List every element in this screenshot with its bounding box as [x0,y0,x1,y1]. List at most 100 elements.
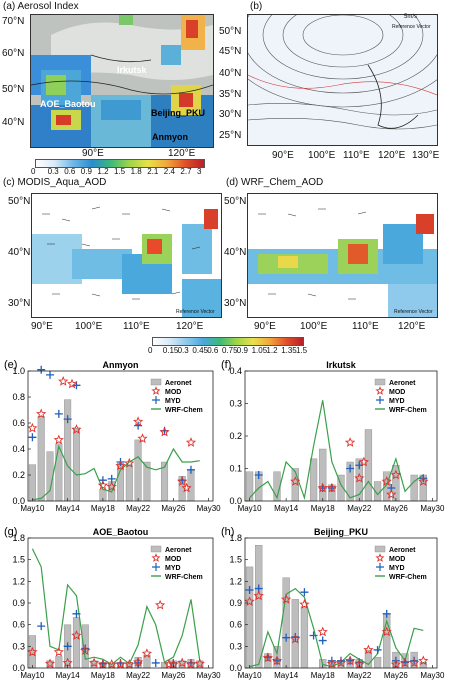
aeronet-bar [300,606,309,669]
lat-label: 30°N [219,109,242,120]
mod-marker [141,648,153,658]
lat-label: 30°N [224,298,247,309]
legend-label: WRF-Chem [165,407,203,414]
myd-marker [37,622,46,631]
panel-label: (f) [221,359,231,371]
legend-label: WRF-Chem [389,407,427,414]
aeronet-bar [245,471,254,502]
panel-label: (g) [4,526,17,538]
y-tick-label: 1.2 [12,576,25,586]
mod-marker [317,626,328,637]
mod-marker [244,596,255,606]
x-tick-label: May30 [197,504,222,513]
wrf-chem-line [249,400,424,501]
legend-swatch-myd [376,396,384,404]
lat-label: 25°N [219,130,242,141]
legend-label: MOD [165,556,181,563]
mod-marker [418,655,429,666]
lon-label: 90°E [82,148,104,159]
mod-marker [185,659,197,669]
y-tick-label: 0.4 [12,444,25,454]
y-tick-label: 1.2 [229,576,242,586]
mod-marker [177,476,188,486]
legend-swatch-aeronet [374,545,386,553]
x-tick-label: May26 [384,504,409,513]
colorbar-tick-label: 1.5 [114,167,126,176]
chart-title: Irkutsk [326,360,357,370]
mod-marker [132,656,144,667]
colorbar-tick-label: 0.3 [177,346,189,355]
myd-marker [382,609,391,618]
panel-label: (e) [4,359,17,371]
lat-label: 45°N [219,46,242,57]
legend-label: MYD [165,398,181,405]
legend-swatch-myd [376,563,384,571]
mod-marker [124,659,135,669]
x-tick-label: May10 [20,504,45,513]
colorbar-tick-label: 0.9 [236,346,248,355]
y-tick-label: 1.5 [12,555,25,565]
lat-label: 35°N [219,89,242,100]
y-tick-label: 0.6 [12,620,25,630]
wrf-chem-line [249,587,424,668]
chart-title: Beijing_PKU [314,527,368,537]
aerosol-colorbar [35,159,205,168]
lon-label: 100°E [75,321,103,332]
legend-label: Aeronet [389,380,416,387]
mod-marker [326,658,337,669]
chart-title: Anmyon [103,360,139,370]
mod-marker [399,657,411,668]
lon-label: 110°E [352,321,379,332]
y-tick-label: 0.9 [12,598,25,608]
x-tick-label: May22 [126,504,151,513]
wind-contour-map [247,14,438,146]
mod-marker [53,434,64,445]
y-tick-label: 0.6 [12,418,25,428]
mod-marker [124,457,135,468]
mod-marker [386,489,397,499]
aeronet-bar [319,448,327,502]
pressure-contours [248,15,437,145]
panel-label: (h) [221,526,234,538]
ref-vector-label: Reference Vector [176,309,215,315]
x-tick-label: May14 [274,671,299,680]
aeronet-bar [37,416,45,502]
wrf-chem-line [32,444,200,501]
mod-marker [262,652,274,663]
colorbar-tick-label: 1.2 [266,346,278,355]
lat-label: 40°N [224,247,247,258]
ref-vector-value: 5m/s [404,14,418,20]
mod-marker [97,480,109,490]
lon-label: 100°E [300,321,328,332]
legend-label: WRF-Chem [165,574,203,581]
mod-marker [71,424,82,434]
x-tick-label: May18 [311,671,336,680]
x-tick-label: May26 [384,671,409,680]
x-tick-label: May18 [91,671,116,680]
x-tick-label: May14 [56,671,81,680]
aeronet-bar [55,656,63,669]
lat-label: 50°N [219,26,242,37]
place-label: AOE_Baotou [40,99,96,109]
y-tick-label: 0.3 [12,641,25,651]
aeronet-bar [282,577,290,669]
aeronet-bar [255,545,263,669]
legend-swatch-mod [151,553,161,562]
myd-marker [245,586,254,594]
colorbar-tick-label: 0.3 [47,167,59,176]
mod-marker [80,645,91,656]
y-tick-label: 0.1 [229,464,242,474]
x-tick-label: May10 [238,504,263,513]
lon-label: 120°E [378,150,406,161]
lat-label: 40°N [219,68,242,79]
x-tick-label: May18 [311,504,336,513]
lat-label: 50°N [8,196,31,207]
mod-marker [115,659,126,669]
chart-irkutsk: (f) Irkutsk 0.0 0.1 0.2 0.3 0.4 May10 May14 May18… [221,359,445,513]
lon-label: 120°E [398,321,426,332]
lat-label: 60°N [2,48,25,59]
x-tick-label: May14 [274,504,299,513]
mod-marker [253,590,264,601]
chart-title: AOE_Baotou [93,527,149,537]
legend-label: MYD [389,398,405,405]
